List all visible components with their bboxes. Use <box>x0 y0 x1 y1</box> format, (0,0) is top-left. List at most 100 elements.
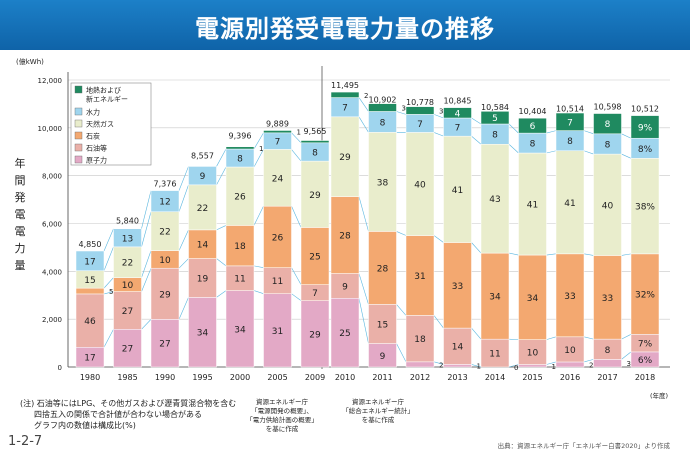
bar-segment <box>225 166 255 226</box>
connector-line <box>178 229 189 251</box>
connector-line <box>621 153 632 159</box>
data-label: 1 <box>297 129 301 137</box>
x-unit-label: (年度) <box>650 392 669 400</box>
connector-line <box>216 166 227 185</box>
data-label: 27 <box>122 345 133 355</box>
data-label: 38% <box>635 203 655 213</box>
connector-line <box>546 130 557 134</box>
y-tick-label: 6,000 <box>42 221 62 229</box>
connector-line <box>216 290 227 298</box>
connector-line <box>141 268 152 292</box>
x-tick-label: 1980 <box>80 373 100 382</box>
connector-line <box>103 277 114 289</box>
data-label: 29 <box>309 330 321 340</box>
connector-line <box>471 117 482 125</box>
data-label: 7 <box>342 104 348 114</box>
source-line: 「総合エネルギー統計」 <box>342 407 414 415</box>
data-label: 10 <box>564 346 576 356</box>
connector-line <box>358 97 369 112</box>
data-label: 31 <box>414 272 425 282</box>
connector-line <box>291 149 302 162</box>
data-label: 43 <box>489 195 500 205</box>
x-tick-label: 2018 <box>635 373 655 382</box>
x-tick-label: 2014 <box>485 373 505 382</box>
legend-swatch <box>74 107 83 116</box>
connector-line <box>358 196 369 232</box>
data-label: 29 <box>309 191 321 201</box>
x-tick-label: 1985 <box>117 373 137 382</box>
data-label: 33 <box>452 282 463 292</box>
x-tick-label: 2010 <box>335 373 355 382</box>
connector-line <box>291 267 302 285</box>
legend-label: 水力 <box>86 108 100 117</box>
bar-segment <box>330 298 360 368</box>
data-label: 0 <box>514 364 518 372</box>
connector-line <box>433 235 444 243</box>
data-label: 9% <box>638 123 653 133</box>
bar-segment <box>263 205 292 268</box>
legend-swatch <box>74 155 83 164</box>
bar-segment <box>593 113 622 135</box>
data-label: 7% <box>638 340 653 350</box>
data-label: 18 <box>234 242 246 252</box>
connector-line <box>358 298 369 344</box>
data-label: 10 <box>159 256 171 266</box>
bar-segment <box>443 364 472 368</box>
data-label: 9 <box>380 352 386 362</box>
data-label: 27 <box>159 340 170 350</box>
data-label: 41 <box>527 201 538 211</box>
data-label: 7 <box>417 120 423 130</box>
data-label: 11 <box>234 275 245 285</box>
data-label: 40 <box>602 201 614 211</box>
bar-segment <box>555 253 585 338</box>
bar-segment <box>405 315 435 363</box>
source-line: 「電源開発の概要」、 <box>251 407 313 415</box>
data-label: 29 <box>339 153 351 163</box>
connector-line <box>546 336 557 340</box>
total-label: 9,889 <box>266 119 289 128</box>
x-tick-label: 2017 <box>597 373 617 382</box>
data-label: 17 <box>84 354 95 364</box>
bar-segment <box>518 117 547 134</box>
bar-segment <box>555 361 585 368</box>
total-label: 8,557 <box>191 151 214 160</box>
data-label: 2 <box>439 361 443 369</box>
data-label: 6 <box>530 122 536 132</box>
connector-line <box>103 246 114 271</box>
data-label: 5 <box>109 288 113 296</box>
bar-segment <box>113 228 142 248</box>
legend-label: 石炭 <box>86 133 100 141</box>
bar-segment <box>630 158 660 255</box>
bar-segment <box>330 273 360 299</box>
bar-segment <box>300 300 330 368</box>
bar-segment <box>188 297 217 368</box>
connector-line <box>291 293 302 301</box>
x-tick-label: 1995 <box>192 373 212 382</box>
data-label: 17 <box>84 257 95 267</box>
bar-segment <box>593 255 622 340</box>
data-label: 38 <box>377 178 389 188</box>
connector-line <box>253 132 264 150</box>
data-label: 22 <box>122 259 133 269</box>
data-label: 10 <box>122 281 134 291</box>
data-label: 18 <box>414 335 426 345</box>
bar-segment <box>225 290 255 368</box>
data-label: 4 <box>455 109 461 119</box>
bar-segment <box>480 252 510 340</box>
connector-line <box>141 319 152 330</box>
data-label: 10 <box>527 349 539 359</box>
data-label: 2 <box>589 361 593 369</box>
data-label: 41 <box>452 186 463 196</box>
connector-line <box>216 148 227 167</box>
data-label: 26 <box>234 193 246 203</box>
data-label: 8 <box>605 140 611 150</box>
bar-segment <box>443 107 472 119</box>
y-tick-label: 2,000 <box>42 316 62 324</box>
total-label: 10,584 <box>481 103 509 112</box>
data-label: 34 <box>527 294 539 304</box>
total-label: 10,778 <box>406 98 434 107</box>
bar-segment <box>113 291 142 330</box>
connector-line <box>358 116 369 133</box>
